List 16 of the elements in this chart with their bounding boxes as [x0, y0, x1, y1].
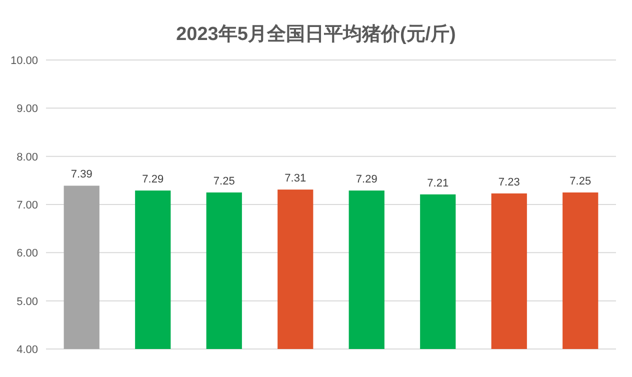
data-label: 7.21: [427, 177, 449, 190]
y-tick-label: 6.00: [16, 248, 38, 260]
y-tick-label: 10.00: [10, 55, 38, 67]
data-label: 7.29: [356, 174, 378, 186]
y-tick-label: 5.00: [16, 296, 38, 308]
data-label: 7.39: [70, 168, 92, 181]
data-label: 7.31: [284, 172, 306, 185]
y-tick-label: 4.00: [16, 344, 38, 356]
y-tick-label: 8.00: [16, 151, 38, 164]
data-label: 7.23: [498, 176, 520, 188]
chart-title: 2023年5月全国日平均猪价(元/斤): [176, 23, 456, 45]
data-label: 7.25: [213, 175, 235, 188]
y-tick-label: 9.00: [16, 103, 38, 116]
y-tick-label: 7.00: [16, 200, 38, 212]
data-label: 7.25: [570, 175, 592, 188]
data-label: 7.29: [142, 174, 164, 186]
